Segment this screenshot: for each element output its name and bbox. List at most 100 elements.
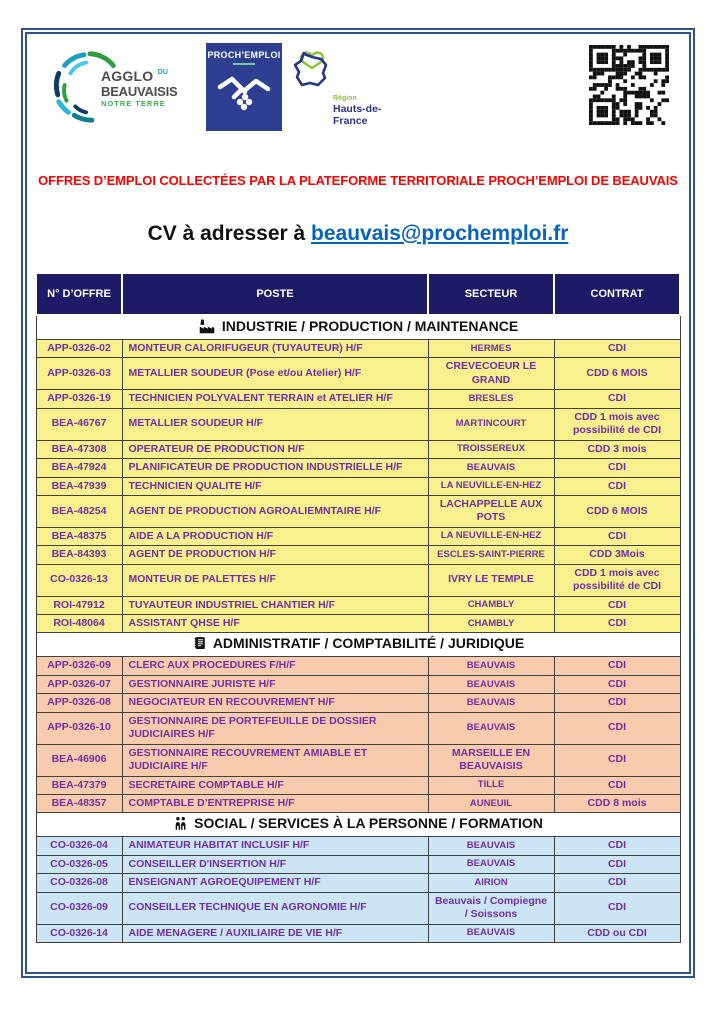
table-row: APP-0326-07 GESTIONNAIRE JURISTE H/F BEAUV… xyxy=(35,674,681,695)
offer-id-cell: APP-0326-08 xyxy=(35,693,123,713)
table-row: BEA-46767 METALLIER SOUDEUR H/F MARTINCOUR… xyxy=(35,407,681,441)
offers-table: N° D’OFFRE POSTE SECTEUR CONTRAT INDUSTRIE … xyxy=(35,272,681,944)
offer-id-cell: ROI-47912 xyxy=(35,595,123,616)
poste-cell: ANIMATEUR HABITAT INCLUSIF H/F xyxy=(121,836,429,856)
secteur-cell: BEAUVAIS xyxy=(427,711,555,745)
poste-cell: AGENT DE PRODUCTION AGROALIEMNTAIRE H/F xyxy=(121,494,429,528)
secteur-cell: LA NEUVILLE-EN-HEZ xyxy=(427,526,555,547)
qr-code-image xyxy=(589,45,669,125)
poste-cell: OPERATEUR DE PRODUCTION H/F xyxy=(121,439,429,460)
agglo-beauvaisis-logo: AGGLO DU BEAUVAISIS NOTRE TERRE xyxy=(49,43,199,133)
secteur-cell: Beauvais / Compiegne / Soissons xyxy=(427,891,555,925)
section-label: ADMINISTRATIF / COMPTABILITÉ / JURIDIQUE xyxy=(212,635,525,652)
section-header: INDUSTRIE / PRODUCTION / MAINTENANCE xyxy=(35,314,681,340)
page-border-frame: AGGLO DU BEAUVAISIS NOTRE TERRE PROCH’EM… xyxy=(21,28,695,978)
offer-id-cell: BEA-47379 xyxy=(35,775,123,795)
poste-cell: AIDE A LA PRODUCTION H/F xyxy=(121,526,429,547)
column-header-0: N° D’OFFRE xyxy=(35,272,123,316)
secteur-cell: LACHAPPELLE AUX POTS xyxy=(427,494,555,528)
table-row: BEA-47939 TECHNICIEN QUALITE H/F LA NEUVIL… xyxy=(35,476,681,496)
handshake-icon xyxy=(217,76,271,111)
section-header: SOCIAL / SERVICES À LA PERSONNE / FORMAT… xyxy=(35,812,681,838)
secteur-cell: CHAMBLY xyxy=(427,595,555,616)
contrat-cell: CDI xyxy=(553,674,681,695)
contrat-cell: CDI xyxy=(553,613,681,634)
contrat-cell: CDI xyxy=(553,711,681,745)
secteur-cell: AIRION xyxy=(427,873,555,893)
table-row: APP-0326-03 METALLIER SOUDEUR (Pose et/ou… xyxy=(35,357,681,391)
offer-id-cell: BEA-47308 xyxy=(35,439,123,460)
offer-id-cell: BEA-47939 xyxy=(35,476,123,496)
secteur-cell: BEAUVAIS xyxy=(427,923,555,944)
poste-cell: MONTEUR DE PALETTES H/F xyxy=(121,563,429,597)
table-row: CO-0326-14 AIDE MENAGERE / AUXILIAIRE DE … xyxy=(35,923,681,944)
poste-cell: SECRETAIRE COMPTABLE H/F xyxy=(121,775,429,795)
offer-id-cell: APP-0326-09 xyxy=(35,656,123,676)
table-row: BEA-48357 COMPTABLE D’ENTREPRISE H/F AUNEU… xyxy=(35,793,681,814)
table-row: ROI-48064 ASSISTANT QHSE H/F CHAMBLY CDI xyxy=(35,613,681,634)
hauts-de-france-logo: Région Hauts-de-France xyxy=(289,43,399,133)
offer-id-cell: BEA-48357 xyxy=(35,793,123,814)
contrat-cell: CDI xyxy=(553,595,681,616)
offer-id-cell: APP-0326-07 xyxy=(35,674,123,695)
contrat-cell: CDI xyxy=(553,656,681,676)
secteur-cell: CHAMBLY xyxy=(427,613,555,634)
contrat-cell: CDI xyxy=(553,743,681,777)
contrat-cell: CDD 1 mois avec possibilité de CDI xyxy=(553,563,681,597)
region-logo-line1: Région xyxy=(333,95,357,102)
poste-cell: CONSEILLER TECHNIQUE EN AGRONOMIE H/F xyxy=(121,891,429,925)
contrat-cell: CDD 3 mois xyxy=(553,439,681,460)
agglo-logo-line2: BEAUVAISIS xyxy=(101,84,178,99)
secteur-cell: IVRY LE TEMPLE xyxy=(427,563,555,597)
offer-id-cell: APP-0326-02 xyxy=(35,338,123,359)
table-row: APP-0326-09 CLERC AUX PROCEDURES F/H/F BEA… xyxy=(35,656,681,676)
poste-cell: TECHNICIEN QUALITE H/F xyxy=(121,476,429,496)
poste-cell: METALLIER SOUDEUR H/F xyxy=(121,407,429,441)
poste-cell: ASSISTANT QHSE H/F xyxy=(121,613,429,634)
secteur-cell: TROISSEREUX xyxy=(427,439,555,460)
people-icon xyxy=(173,816,188,834)
logo-strip: AGGLO DU BEAUVAISIS NOTRE TERRE PROCH’EM… xyxy=(49,43,399,133)
header: AGGLO DU BEAUVAISIS NOTRE TERRE PROCH’EM… xyxy=(27,34,689,133)
secteur-cell: BEAUVAIS xyxy=(427,674,555,695)
email-link[interactable]: beauvais@prochemploi.fr xyxy=(311,222,569,245)
secteur-cell: MARSEILLE EN BEAUVAISIS xyxy=(427,743,555,777)
poste-cell: GESTIONNAIRE JURISTE H/F xyxy=(121,674,429,695)
table-row: ROI-47912 TUYAUTEUR INDUSTRIEL CHANTIER H… xyxy=(35,595,681,616)
factory-icon xyxy=(198,318,216,337)
offer-id-cell: APP-0326-10 xyxy=(35,711,123,745)
poste-cell: GESTIONNAIRE DE PORTEFEUILLE DE DOSSIER … xyxy=(121,711,429,745)
contrat-cell: CDI xyxy=(553,693,681,713)
offer-id-cell: CO-0326-04 xyxy=(35,836,123,856)
section-label: INDUSTRIE / PRODUCTION / MAINTENANCE xyxy=(221,318,519,334)
page-title: OFFRES D’EMPLOI COLLECTÉES PAR LA PLATEF… xyxy=(38,173,678,188)
poste-cell: GESTIONNAIRE RECOUVREMENT AMIABLE ET JUD… xyxy=(121,743,429,777)
france-map-heart-icon xyxy=(293,51,328,87)
table-row: CO-0326-13 MONTEUR DE PALETTES H/F IVRY LE… xyxy=(35,563,681,597)
poste-cell: TECHNICIEN POLYVALENT TERRAIN et ATELIER… xyxy=(121,389,429,409)
offer-id-cell: CO-0326-08 xyxy=(35,873,123,893)
offer-id-cell: ROI-48064 xyxy=(35,613,123,634)
table-row: BEA-47379 SECRETAIRE COMPTABLE H/F TILLE CD… xyxy=(35,775,681,795)
contrat-cell: CDI xyxy=(553,458,681,478)
offer-id-cell: BEA-46767 xyxy=(35,407,123,441)
contrat-cell: CDI xyxy=(553,775,681,795)
table-row: CO-0326-04 ANIMATEUR HABITAT INCLUSIF H/F… xyxy=(35,836,681,856)
poste-cell: AGENT DE PRODUCTION H/F xyxy=(121,545,429,565)
prochemploi-logo-label: PROCH’EMPLOI xyxy=(207,50,281,60)
secteur-cell: ESCLES-SAINT-PIERRE xyxy=(427,545,555,565)
table-row: BEA-46906 GESTIONNAIRE RECOUVREMENT AMIAB… xyxy=(35,743,681,777)
contrat-cell: CDD ou CDI xyxy=(553,923,681,944)
agglo-logo-line3: NOTRE TERRE xyxy=(101,99,166,108)
contrat-cell: CDI xyxy=(553,338,681,359)
agglo-logo-du: DU xyxy=(157,69,168,76)
column-header-3: CONTRAT xyxy=(553,272,681,316)
contrat-cell: CDI xyxy=(553,389,681,409)
table-row: BEA-84393 AGENT DE PRODUCTION H/F ESCLES-S… xyxy=(35,545,681,565)
table-row: APP-0326-02 MONTEUR CALORIFUGEUR (TUYAUTE… xyxy=(35,338,681,359)
poste-cell: MONTEUR CALORIFUGEUR (TUYAUTEUR) H/F xyxy=(121,338,429,359)
offer-id-cell: BEA-48254 xyxy=(35,494,123,528)
offer-id-cell: BEA-47924 xyxy=(35,458,123,478)
secteur-cell: MARTINCOURT xyxy=(427,407,555,441)
poste-cell: METALLIER SOUDEUR (Pose et/ou Atelier) H… xyxy=(121,357,429,391)
